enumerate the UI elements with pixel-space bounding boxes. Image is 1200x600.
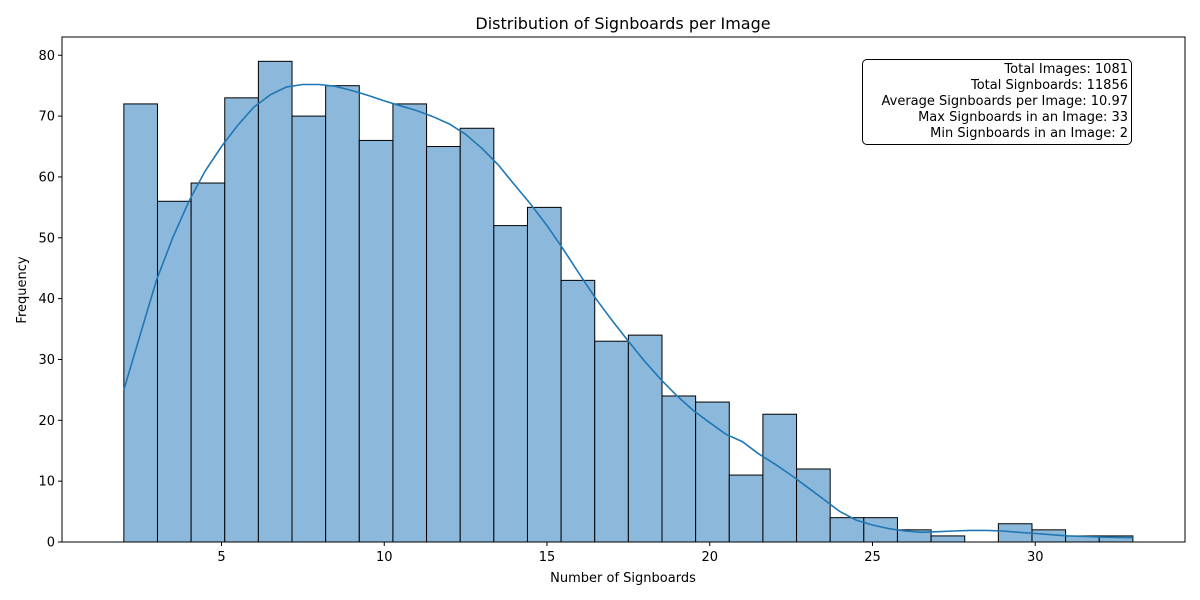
y-tick-label: 20 [38, 414, 55, 429]
y-tick-label: 40 [38, 292, 55, 307]
x-tick-label: 15 [539, 550, 556, 565]
summary-stats-box: Total Images: 1081 Total Signboards: 118… [862, 59, 1132, 145]
chart-title: Distribution of Signboards per Image [475, 14, 770, 33]
histogram-bars [123, 60, 1134, 543]
histogram-bar [930, 535, 966, 543]
histogram-bar [661, 395, 697, 543]
x-tick-label: 25 [864, 550, 881, 565]
histogram-bar [392, 103, 428, 543]
y-axis-ticks: 0 10 20 30 40 50 60 70 80 [38, 49, 62, 551]
y-tick-label: 80 [38, 49, 55, 64]
histogram-bar [291, 115, 327, 543]
y-axis-label: Frequency [15, 256, 30, 323]
y-tick-label: 10 [38, 475, 55, 490]
histogram-bar [560, 279, 596, 543]
y-tick-label: 50 [38, 231, 55, 246]
histogram-bar [123, 103, 158, 543]
histogram-bar [325, 85, 360, 543]
histogram-bar [695, 401, 730, 543]
histogram-bar [426, 146, 461, 543]
y-tick-label: 60 [38, 170, 55, 185]
y-tick-label: 70 [38, 110, 55, 125]
y-tick-label: 30 [38, 353, 55, 368]
stat-min-signboards: Min Signboards in an Image: 2 [930, 126, 1128, 141]
histogram-bar [358, 139, 394, 543]
x-tick-label: 10 [376, 550, 393, 565]
histogram-bar [526, 206, 562, 543]
histogram-bar [224, 97, 259, 543]
histogram-bar [493, 225, 528, 543]
x-tick-label: 5 [217, 550, 225, 565]
histogram-bar [762, 413, 798, 543]
x-tick-label: 20 [701, 550, 718, 565]
histogram-bar [796, 468, 831, 543]
stat-total-images: Total Images: 1081 [1004, 62, 1128, 77]
histogram-bar [627, 334, 663, 543]
x-axis-ticks: 5 10 15 20 25 30 [217, 542, 1044, 565]
stat-average-signboards: Average Signboards per Image: 10.97 [881, 94, 1129, 109]
x-tick-label: 30 [1027, 550, 1044, 565]
stat-total-signboards: Total Signboards: 11856 [970, 78, 1128, 93]
histogram-bar [459, 127, 495, 543]
x-axis-label: Number of Signboards [550, 571, 696, 586]
histogram-bar [728, 474, 764, 543]
histogram-bar [156, 200, 192, 543]
histogram-bar [594, 340, 629, 543]
kde-curve [123, 83, 1133, 539]
histogram-bar [190, 182, 226, 543]
stat-max-signboards: Max Signboards in an Image: 33 [918, 110, 1128, 125]
y-tick-label: 0 [47, 536, 55, 551]
plot-frame [61, 36, 1186, 543]
histogram-bar [257, 60, 293, 543]
